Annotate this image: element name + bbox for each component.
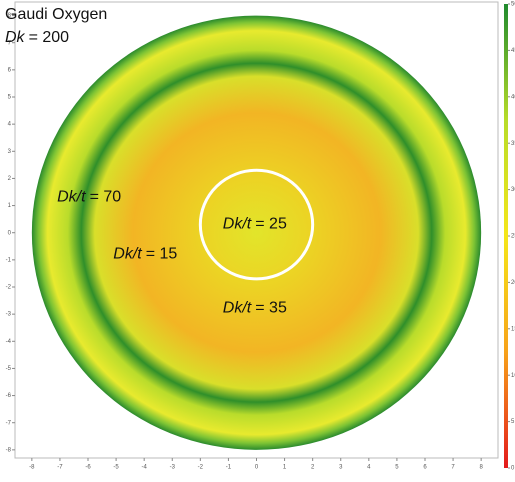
y-tick-label: 2 — [8, 176, 12, 182]
y-tick-label: 3 — [8, 149, 12, 155]
annotation-var: Dk/t — [223, 300, 252, 317]
annotation-value: = 35 — [255, 300, 287, 317]
x-tick-label: -1 — [226, 465, 232, 471]
colorbar-tick-label: 10 — [511, 373, 515, 379]
y-tick-label: -5 — [6, 366, 12, 372]
colorbar-tick-label: 45 — [511, 48, 515, 54]
x-tick-label: 1 — [283, 465, 287, 471]
y-tick-label: -3 — [6, 312, 12, 318]
y-tick-label: 5 — [8, 95, 12, 101]
x-tick-label: -7 — [57, 465, 63, 471]
x-tick-label: 4 — [367, 465, 371, 471]
annotation: Dk/t = 15 — [113, 246, 177, 263]
colorbar-tick-label: 35 — [511, 141, 515, 147]
y-tick-label: -1 — [6, 257, 12, 263]
annotation-value: = 25 — [255, 216, 287, 233]
y-tick-label: 7 — [8, 40, 12, 46]
colorbar-tick-label: 30 — [511, 187, 515, 193]
x-tick-label: 7 — [451, 465, 455, 471]
y-tick-label: -2 — [6, 285, 12, 291]
subtitle-var: Dk — [5, 29, 26, 46]
y-tick-label: 6 — [8, 67, 12, 73]
annotation: Dk/t = 35 — [223, 300, 287, 317]
colorbar-tick-label: 5 — [511, 419, 515, 425]
annotation-var: Dk/t — [113, 246, 142, 263]
chart-subtitle: Dk = 200 — [5, 29, 69, 46]
annotation-value: = 15 — [146, 246, 178, 263]
y-tick-label: -8 — [6, 447, 12, 453]
y-tick-label: 0 — [8, 230, 12, 236]
center-zone — [198, 168, 315, 281]
x-tick-label: 6 — [423, 465, 427, 471]
x-tick-label: -2 — [198, 465, 204, 471]
colorbar-tick-label: 25 — [511, 234, 515, 240]
colorbar — [504, 4, 508, 468]
x-tick-label: -8 — [29, 465, 35, 471]
y-tick-label: 1 — [8, 203, 12, 209]
colorbar-tick-label: 40 — [511, 94, 515, 100]
colorbar-tick-label: 50 — [511, 2, 515, 8]
y-tick-label: -6 — [6, 393, 12, 399]
x-tick-label: -6 — [85, 465, 91, 471]
lens-map — [31, 15, 482, 450]
x-tick-label: 2 — [311, 465, 315, 471]
x-tick-label: 5 — [395, 465, 399, 471]
x-tick-label: 8 — [479, 465, 483, 471]
colorbar-tick-label: 20 — [511, 280, 515, 286]
chart-title: Gaudi Oxygen — [5, 6, 107, 23]
colorbar-tick-label: 15 — [511, 326, 515, 332]
y-tick-label: -4 — [6, 339, 12, 345]
y-tick-label: 4 — [8, 122, 12, 128]
annotation-var: Dk/t — [57, 189, 86, 206]
annotation: Dk/t = 25 — [223, 216, 287, 233]
subtitle-value: = 200 — [29, 29, 70, 46]
y-tick-label: 8 — [8, 13, 12, 19]
x-tick-label: -4 — [142, 465, 148, 471]
x-tick-label: -3 — [170, 465, 176, 471]
x-tick-label: 0 — [255, 465, 259, 471]
colorbar-tick-label: 0 — [511, 466, 515, 472]
y-tick-label: -7 — [6, 420, 12, 426]
x-tick-label: -5 — [113, 465, 119, 471]
annotation-value: = 70 — [90, 189, 122, 206]
annotation: Dk/t = 70 — [57, 189, 121, 206]
annotation-var: Dk/t — [223, 216, 252, 233]
x-tick-label: 3 — [339, 465, 343, 471]
